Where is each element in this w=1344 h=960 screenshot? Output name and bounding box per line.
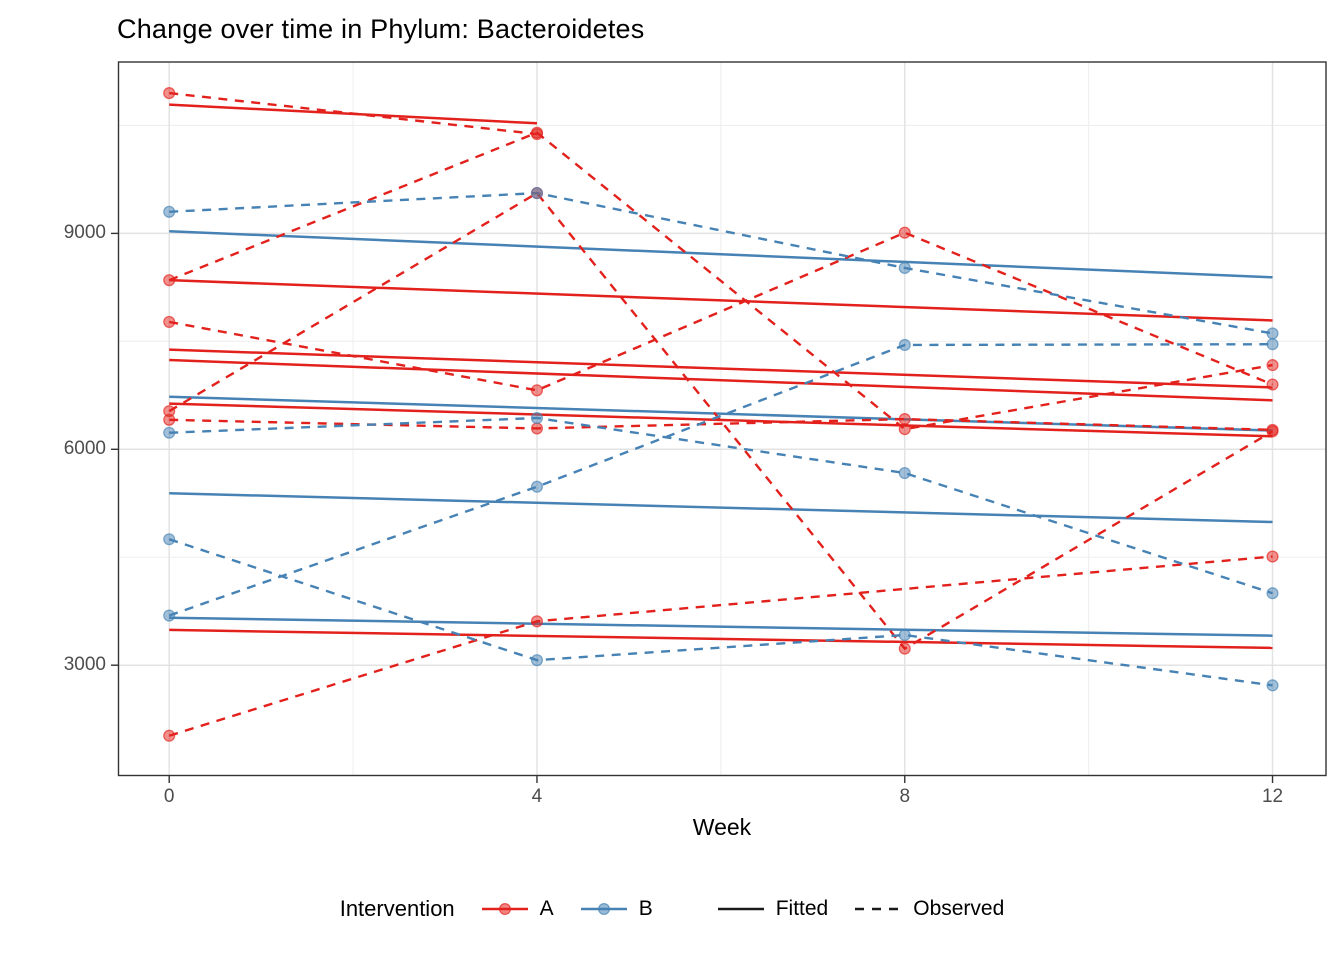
x-tick-label-8: 8 [899,786,911,807]
data-points [163,87,1279,742]
point-A4-w4 [530,422,544,435]
legend-key-observed-icon [855,907,902,911]
point-A1-w0 [163,87,176,100]
panel-frame [111,61,1327,783]
legend-label-fitted: Fitted [775,897,829,920]
point-B1-w12 [1266,327,1279,340]
observed-line-A5 [168,191,1274,651]
fitted-line-B4 [169,616,1273,637]
legend-key-fitted-icon [717,907,764,911]
y-tick-label-6000: 6000 [63,438,106,460]
chart-title: Change over time in Phylum: Bacteroidete… [117,14,645,44]
point-B4-w0 [163,533,176,546]
fitted-line-B1 [169,229,1273,279]
y-tick-label-3000: 3000 [63,654,106,676]
legend-item-observed: Observed [854,894,1004,924]
point-B2-w8 [898,338,911,351]
x-tick-label-4: 4 [531,786,543,807]
legend-item-intervention-b: B [580,894,653,924]
observed-lines [168,91,1274,737]
point-A5-w8 [898,642,911,655]
x-axis-title: Week [692,814,752,840]
point-B1-w4 [530,187,544,200]
fitted-line-A5 [169,358,1273,402]
fitted-line-B3 [169,395,1273,432]
point-B2-w0 [163,609,176,622]
observed-line-B3 [169,416,1273,595]
fitted-line-A6 [169,628,1273,650]
fitted-line-A2 [169,278,1273,322]
y-tick-label-9000: 9000 [63,222,106,244]
fitted-line-A4 [169,402,1273,438]
legend-linetype-group: Fitted Observed [717,894,1004,924]
point-A6-w12 [1266,550,1279,563]
point-B3-w4 [530,411,544,425]
point-B1-w8 [898,261,911,274]
x-tick-label-0: 0 [163,786,175,807]
legend-label-observed: Observed [913,897,1005,920]
legend-label-a: A [539,897,554,920]
point-B3-w0 [163,426,176,439]
point-A2-w4 [530,126,544,139]
observed-line-B1 [169,191,1273,335]
point-A3-w0 [163,315,176,328]
observed-line-A4 [169,417,1273,432]
legend-label-b: B [638,897,653,920]
point-A6-w0 [163,729,176,742]
legend: Intervention A B Fitted [0,886,1344,932]
fitted-line-B2 [169,491,1273,524]
point-A2-w12 [1266,359,1279,372]
x-tick-label-12: 12 [1261,786,1284,807]
point-B2-w4 [530,480,544,493]
point-B3-w8 [898,466,911,480]
legend-title: Intervention [339,896,455,921]
point-A2-w0 [163,274,176,287]
point-A5-w0 [163,405,176,418]
point-A6-w4 [530,615,544,628]
point-A5-w12 [1266,425,1279,438]
point-A3-w8 [898,226,911,239]
point-A3-w12 [1266,378,1279,391]
point-A3-w4 [530,384,544,397]
point-B4-w4 [530,654,544,667]
legend-item-fitted: Fitted [717,894,829,924]
point-B3-w12 [1266,587,1279,600]
panel-border [117,61,1327,777]
point-B4-w12 [1266,679,1279,692]
observed-line-A1 [169,91,538,136]
legend-key-b-icon [580,903,627,916]
point-A4-w8 [898,413,911,426]
observed-line-B4 [168,538,1273,687]
legend-item-intervention-a: A [481,894,554,924]
point-B2-w12 [1266,338,1279,351]
legend-key-a-icon [481,903,528,916]
point-B4-w8 [898,628,911,642]
observed-line-A3 [168,231,1273,392]
observed-line-A2 [168,131,1273,431]
point-A2-w8 [898,423,911,436]
point-B1-w0 [163,205,176,218]
